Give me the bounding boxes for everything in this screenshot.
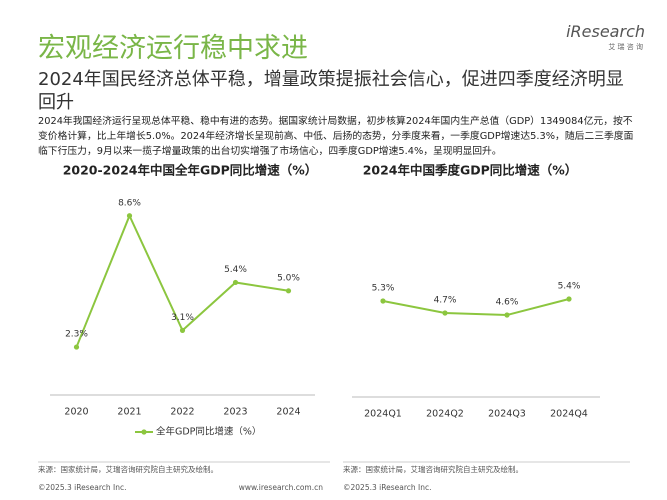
x-tick-label: 2023 — [223, 407, 247, 418]
point — [179, 327, 186, 333]
x-tick-label: 2021 — [117, 407, 141, 418]
x-tick-label: 2024 — [276, 407, 300, 418]
point — [442, 310, 448, 316]
x-tick-label: 2024Q3 — [488, 409, 526, 420]
value-label: 5.3% — [372, 284, 395, 294]
value-label: 4.6% — [496, 298, 519, 308]
line — [382, 298, 570, 317]
value-label: 5.4% — [558, 282, 581, 292]
logo: iResearch — [566, 22, 645, 41]
legend-swatch — [141, 429, 147, 435]
value-label: 2.3% — [65, 330, 88, 340]
x-tick-label: 2022 — [170, 407, 194, 418]
point — [504, 312, 510, 318]
value-label: 5.4% — [224, 265, 247, 275]
logo-sub: 艾 瑞 咨 询 — [608, 43, 643, 51]
value-label: 5.0% — [277, 273, 300, 283]
x-tick-label: 2024Q2 — [426, 409, 464, 420]
value-label: 8.6% — [118, 198, 141, 208]
copyright: ©2025.3 iResearch Inc. — [38, 483, 126, 492]
point — [566, 296, 572, 302]
chart-title: 2020-2024年中国全年GDP同比增速（%） — [63, 163, 318, 178]
copyright: ©2025.3 iResearch Inc. — [343, 483, 431, 492]
point — [285, 288, 292, 294]
value-label: 4.7% — [434, 296, 457, 306]
x-tick-label: 2024Q4 — [550, 409, 588, 420]
point — [126, 213, 133, 219]
x-tick-label: 2024Q1 — [364, 409, 402, 420]
chart-title: 2024年中国季度GDP同比增速（%） — [363, 163, 578, 178]
x-tick-label: 2020 — [64, 407, 88, 418]
body-text: 2024年我国经济运行呈现总体平稳、稳中有进的态势。据国家统计局数据，初步核算2… — [38, 116, 634, 157]
value-label: 3.1% — [171, 313, 194, 323]
point — [380, 298, 386, 304]
point — [73, 344, 80, 350]
source: 来源：国家统计局，艾瑞咨询研究院自主研究及绘制。 — [38, 464, 218, 474]
line — [75, 213, 289, 348]
page-title: 宏观经济运行稳中求进 — [38, 33, 308, 64]
subtitle: 2024年国民经济总体平稳，增量政策提振社会信心，促进四季度经济明显回升 — [38, 69, 624, 113]
legend-label: 全年GDP同比增速（%） — [156, 426, 261, 438]
point — [232, 279, 239, 286]
url: www.iresearch.com.cn — [239, 483, 324, 492]
source: 来源：国家统计局，艾瑞咨询研究院自主研究及绘制。 — [343, 464, 523, 474]
